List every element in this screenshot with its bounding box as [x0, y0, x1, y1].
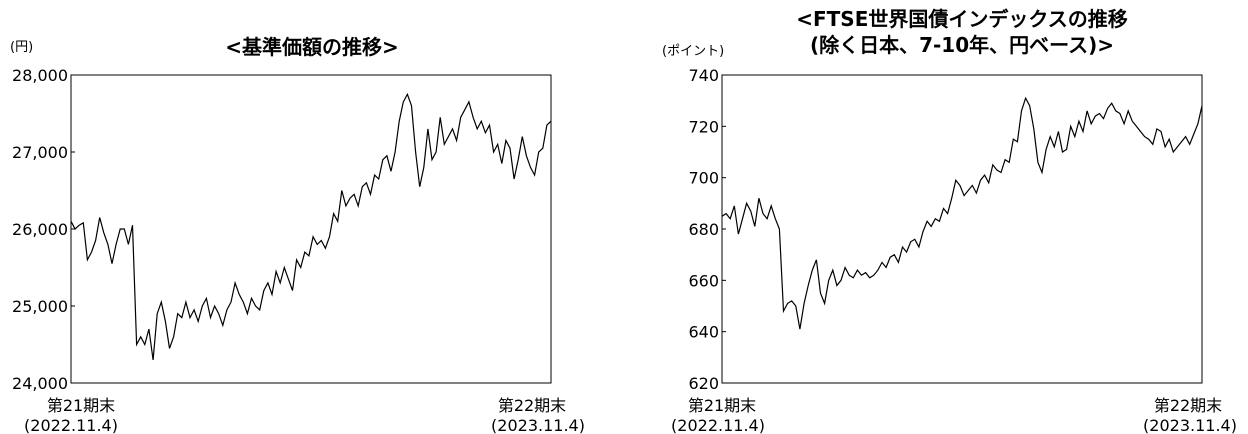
ftse-chart-ytick-label: 640 [688, 323, 719, 342]
nav-chart-ytick-label: 24,000 [12, 374, 68, 393]
nav-chart-ytick-label: 26,000 [12, 220, 68, 239]
nav-chart-title: <基準価額の推移> [225, 35, 399, 59]
nav-chart-ytick-label: 25,000 [12, 297, 68, 316]
nav-chart-xlabel-end-date: (2023.11.4) [491, 416, 585, 434]
nav-chart-ytick-label: 28,000 [12, 66, 68, 85]
ftse-chart-title-line2: (除く日本、7-10年、円ベース)> [810, 33, 1114, 57]
ftse-chart-ytick-label: 660 [688, 271, 719, 290]
nav-chart-xlabel-end-period: 第22期末 [498, 396, 566, 415]
nav-chart-ylabel: (円) [10, 40, 33, 55]
ftse-chart-ytick-label: 700 [688, 169, 719, 188]
nav-chart-series-line [70, 92, 552, 360]
ftse-chart-xlabel-end-date: (2023.11.4) [1143, 416, 1237, 434]
ftse-chart-xlabel-start-date: (2022.11.4) [671, 416, 765, 434]
nav-chart-ytick-label: 27,000 [12, 143, 68, 162]
ftse-chart-ylabel: (ポイント) [662, 44, 724, 59]
nav-chart: <基準価額の推移> (円) 28,000 27,000 26,000 25,000 24… [10, 35, 585, 434]
ftse-chart-title-line1: <FTSE世界国債インデックスの推移 [796, 7, 1128, 31]
ftse-chart-series-line [721, 96, 1203, 330]
nav-chart-plot-frame [70, 74, 552, 384]
ftse-chart-ytick-label: 740 [688, 66, 719, 85]
ftse-chart-xlabel-start-period: 第21期末 [688, 396, 756, 415]
ftse-chart-ytick-label: 720 [688, 117, 719, 136]
ftse-chart-xlabel-end-period: 第22期末 [1154, 396, 1222, 415]
ftse-chart-plot-frame [721, 74, 1203, 384]
ftse-chart-ytick-label: 620 [688, 374, 719, 393]
nav-chart-xlabel-start-period: 第21期末 [47, 396, 115, 415]
ftse-chart: <FTSE世界国債インデックスの推移 (除く日本、7-10年、円ベース)> (ポ… [662, 7, 1237, 434]
ftse-chart-ytick-label: 680 [688, 220, 719, 239]
nav-chart-xlabel-start-date: (2022.11.4) [24, 416, 118, 434]
